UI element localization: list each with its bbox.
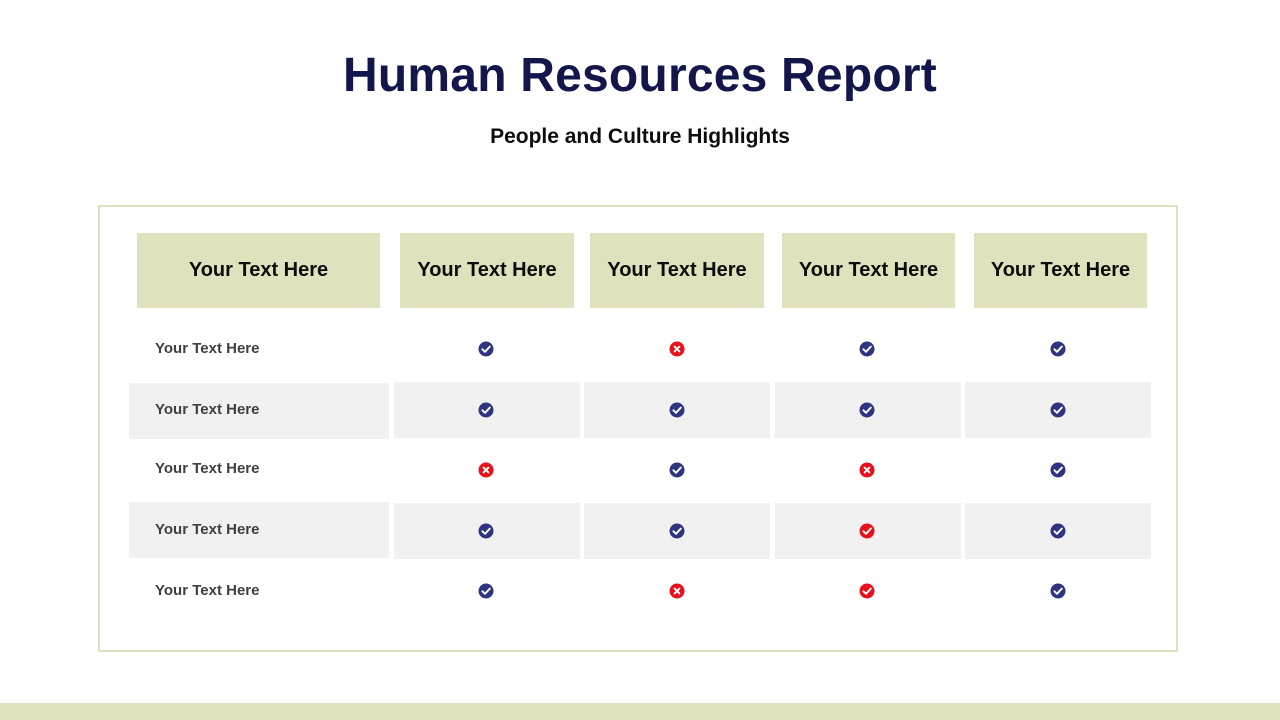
- table-header-1: Your Text Here: [137, 233, 380, 308]
- check-circle-icon: [478, 341, 494, 357]
- check-circle-icon: [1050, 341, 1066, 357]
- check-circle-icon: [859, 402, 875, 418]
- row-band: [129, 383, 389, 439]
- row-band: [129, 502, 389, 558]
- check-circle-icon: [1050, 402, 1066, 418]
- x-circle-icon: [859, 462, 875, 478]
- check-circle-icon: [478, 583, 494, 599]
- row-label: Your Text Here: [155, 340, 260, 357]
- table-header-5: Your Text Here: [974, 233, 1147, 308]
- check-circle-icon: [859, 341, 875, 357]
- check-circle-icon: [859, 583, 875, 599]
- footer-bar: [0, 703, 1280, 720]
- table-header-2: Your Text Here: [400, 233, 574, 308]
- row-label: Your Text Here: [155, 521, 260, 538]
- x-circle-icon: [478, 462, 494, 478]
- table-frame: [98, 205, 1178, 652]
- page-title: Human Resources Report: [343, 49, 937, 102]
- check-circle-icon: [1050, 462, 1066, 478]
- row-label: Your Text Here: [155, 401, 260, 418]
- check-circle-icon: [478, 523, 494, 539]
- check-circle-icon: [859, 523, 875, 539]
- x-circle-icon: [669, 583, 685, 599]
- x-circle-icon: [669, 341, 685, 357]
- check-circle-icon: [669, 462, 685, 478]
- check-circle-icon: [1050, 523, 1066, 539]
- check-circle-icon: [1050, 583, 1066, 599]
- page-subtitle: People and Culture Highlights: [490, 125, 790, 148]
- row-label: Your Text Here: [155, 460, 260, 477]
- table-header-3: Your Text Here: [590, 233, 764, 308]
- check-circle-icon: [669, 402, 685, 418]
- table-header-4: Your Text Here: [782, 233, 955, 308]
- check-circle-icon: [478, 402, 494, 418]
- check-circle-icon: [669, 523, 685, 539]
- row-label: Your Text Here: [155, 582, 260, 599]
